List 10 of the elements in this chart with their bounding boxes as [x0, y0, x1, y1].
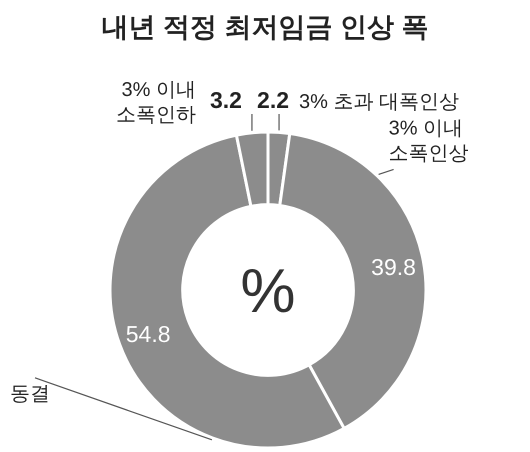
slice-label: 3% 초과 대폭인상 [299, 91, 460, 113]
data-label: 3.2 [210, 87, 242, 113]
slice-label: 3% 이내 소폭인하 [116, 79, 196, 126]
data-label: 39.8 [371, 254, 416, 280]
text: % [240, 257, 296, 326]
data-label: 54.8 [126, 320, 171, 347]
slice-label: 3% 이내 소폭인상 [388, 117, 469, 164]
chart-title: 내년 적정 최저임금 인상 폭 [101, 12, 429, 42]
data-label: 2.2 [257, 87, 290, 113]
slice-label: 동결 [10, 382, 50, 405]
